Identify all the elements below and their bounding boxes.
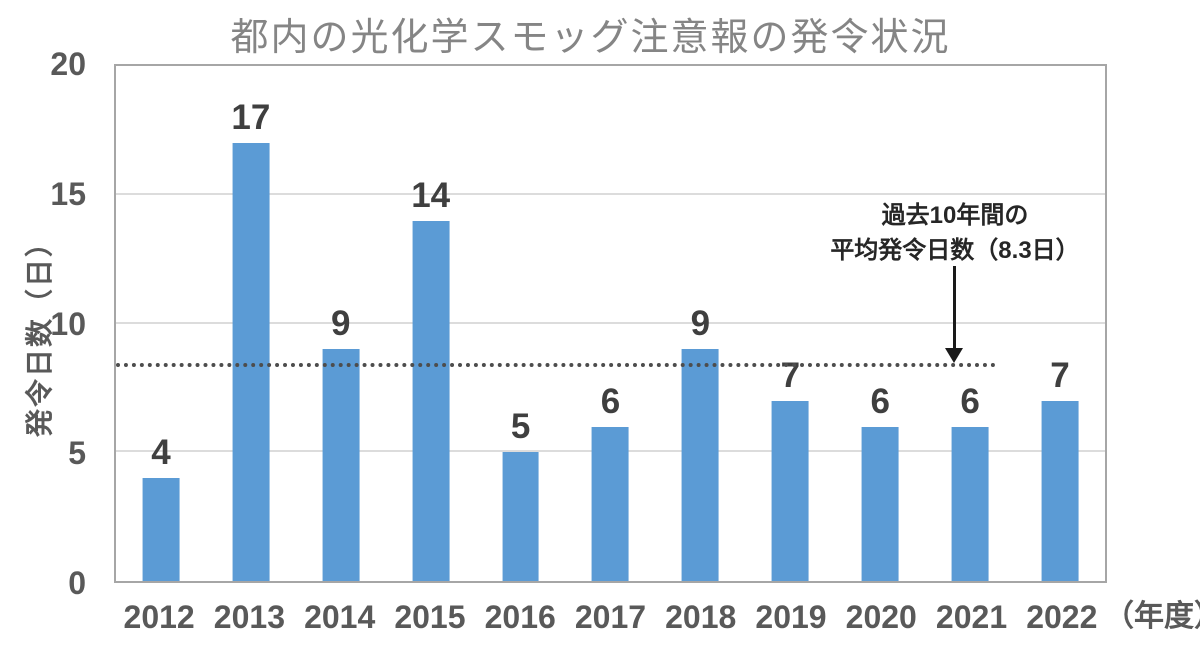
bar-slot-2013: 17 (206, 66, 296, 581)
x-tick-label-2014: 2014 (304, 599, 376, 635)
bar-2019 (771, 400, 809, 581)
bar-value-label-2013: 17 (231, 98, 271, 138)
y-axis-ticks: 0 5 10 15 20 (0, 0, 86, 655)
y-tick-label: 10 (50, 305, 86, 342)
bar-slot-2018: 9 (655, 66, 745, 581)
bar-value-label-2018: 9 (690, 304, 711, 344)
bar-slot-2021: 6 (925, 66, 1015, 581)
x-tick-label-2015: 2015 (394, 599, 466, 635)
bar-value-label-2020: 6 (870, 381, 890, 421)
bar-value-label-2017: 6 (600, 381, 621, 421)
bar-value-label-2015: 14 (411, 175, 451, 215)
x-axis-unit-label: （年度） (1104, 600, 1200, 633)
y-tick-label: 15 (50, 175, 86, 212)
x-tick-label-2017: 2017 (574, 599, 647, 635)
bar-slot-2022: 7 (1015, 66, 1105, 581)
bar-value-label-2012: 4 (151, 433, 171, 472)
average-annotation-line1: 過去10年間の (881, 202, 1029, 229)
bar-slot-2016: 5 (476, 66, 566, 581)
x-tick-label-2022: 2022 (1026, 599, 1098, 635)
bar-2015 (412, 220, 450, 581)
bars-container: 4 17 9 14 5 6 9 7 6 6 7 (116, 66, 1105, 581)
bar-2018 (681, 349, 719, 581)
bar-2014 (322, 349, 360, 581)
x-axis-labels: 2012 2013 2014 2015 2016 2017 2018 2019 2020 2021… (114, 600, 1107, 634)
plot-area: 4 17 9 14 5 6 9 7 6 6 7 (114, 64, 1107, 583)
x-tick-label-2016: 2016 (484, 599, 556, 635)
bar-slot-2017: 6 (566, 66, 656, 581)
bar-2013 (232, 143, 270, 581)
x-tick-label-2013: 2013 (213, 599, 285, 635)
annotation-arrow-head-icon (945, 348, 963, 363)
y-tick-label: 0 (68, 565, 86, 601)
y-tick-label: 20 (50, 46, 86, 82)
bar-value-label-2021: 6 (960, 381, 980, 421)
bar-slot-2012: 4 (116, 66, 206, 581)
x-tick-label-2018: 2018 (665, 599, 737, 635)
bar-2021 (951, 426, 989, 581)
bar-value-label-2014: 9 (331, 304, 351, 344)
bar-2022 (1041, 400, 1079, 581)
bar-slot-2014: 9 (296, 66, 386, 581)
annotation-arrow-shaft (953, 266, 956, 350)
x-tick-label-2020: 2020 (845, 599, 917, 635)
bar-2016 (502, 452, 540, 581)
average-annotation-line2: 平均発令日数（8.3日） (830, 237, 1080, 264)
bar-slot-2020: 6 (835, 66, 925, 581)
x-tick-label-2012: 2012 (123, 599, 195, 635)
chart-title: 都内の光化学スモッグ注意報の発令状況 (230, 17, 951, 59)
average-line (116, 363, 997, 368)
x-tick-label-2019: 2019 (755, 599, 827, 635)
bar-value-label-2016: 5 (510, 407, 531, 447)
bar-2020 (861, 426, 899, 581)
bar-slot-2015: 14 (386, 66, 476, 581)
gridline (116, 192, 1105, 195)
bar-value-label-2022: 7 (1050, 355, 1070, 395)
x-tick-label-2021: 2021 (935, 599, 1008, 635)
y-tick-label: 5 (68, 435, 86, 472)
bar-2012 (142, 478, 180, 581)
average-annotation: 過去10年間の 平均発令日数（8.3日） (795, 198, 1115, 268)
bar-2017 (592, 426, 629, 581)
gridline (116, 321, 1105, 324)
bar-slot-2019: 7 (745, 66, 835, 581)
